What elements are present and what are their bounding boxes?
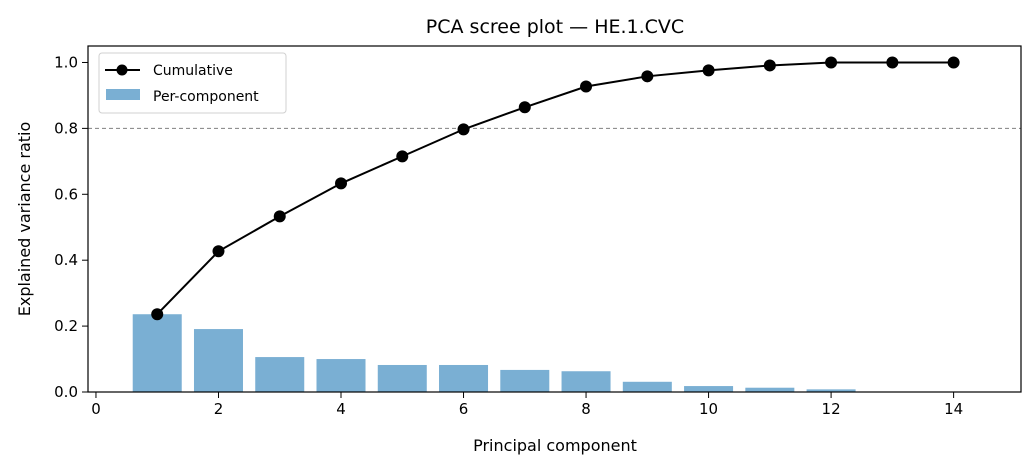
bar <box>745 387 795 392</box>
cumulative-point <box>396 150 409 163</box>
y-tick-label: 0.6 <box>54 185 78 203</box>
x-tick-label: 8 <box>581 400 591 418</box>
bar <box>193 329 243 392</box>
x-tick-label: 0 <box>91 400 101 418</box>
y-tick-label: 0.2 <box>54 317 78 335</box>
legend-cumulative: Cumulative <box>153 63 233 79</box>
bar <box>439 364 489 392</box>
cumulative-point <box>580 80 593 93</box>
chart-title: PCA scree plot — HE.1.CVC <box>426 16 684 38</box>
bar <box>684 386 734 392</box>
cumulative-point <box>151 308 164 321</box>
bar <box>622 381 672 392</box>
y-tick-label: 1.0 <box>54 53 78 71</box>
bar <box>132 314 182 392</box>
cumulative-point <box>947 56 960 69</box>
x-tick-label: 10 <box>699 400 718 418</box>
x-tick-label: 6 <box>459 400 469 418</box>
bar <box>561 371 611 392</box>
y-tick-label: 0.8 <box>54 119 78 137</box>
cumulative-point <box>518 101 531 114</box>
legend-per-component: Per-component <box>153 89 259 105</box>
x-tick-label: 14 <box>944 400 963 418</box>
cumulative-point <box>273 210 286 223</box>
cumulative-point <box>825 56 838 69</box>
cumulative-point <box>457 123 470 136</box>
legend: Cumulative Per-component <box>98 52 287 114</box>
y-tick-label: 0.4 <box>54 251 78 269</box>
bar <box>316 359 366 392</box>
y-axis-label: Explained variance ratio <box>15 122 34 317</box>
cumulative-point <box>212 245 225 258</box>
bar <box>377 364 427 392</box>
cumulative-point <box>702 64 715 77</box>
bar <box>255 357 305 392</box>
cumulative-line <box>156 61 954 315</box>
cumulative-point <box>763 59 776 72</box>
legend-marker-icon <box>116 64 128 76</box>
x-tick-label: 4 <box>336 400 346 418</box>
bar <box>500 369 550 392</box>
cumulative-point <box>886 56 899 69</box>
cumulative-point <box>641 70 654 83</box>
cumulative-point <box>335 177 348 190</box>
y-tick-label: 0.0 <box>54 383 78 401</box>
x-axis-label: Principal component <box>473 436 637 455</box>
x-tick-label: 2 <box>214 400 224 418</box>
plot-frame <box>87 45 1022 393</box>
x-tick-label: 12 <box>822 400 841 418</box>
legend-bar-icon <box>106 89 140 100</box>
bar <box>806 389 856 392</box>
